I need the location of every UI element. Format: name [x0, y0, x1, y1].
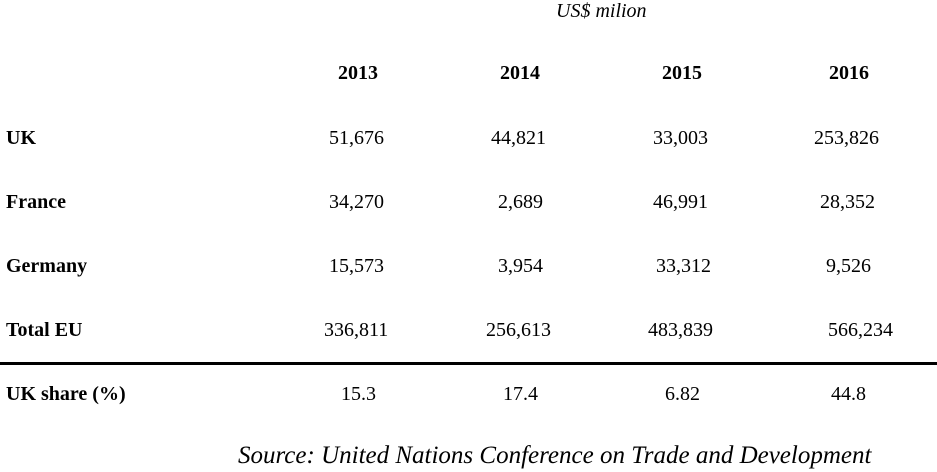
cell-germany-2016: 9,526	[826, 255, 871, 277]
year-header-2015: 2015	[662, 62, 702, 84]
unit-label: US$ milion	[556, 0, 647, 22]
row-label-total-eu: Total EU	[6, 319, 83, 341]
cell-uk-share-2013: 15.3	[341, 383, 376, 405]
cell-france-2014: 2,689	[498, 191, 543, 213]
row-label-germany: Germany	[6, 255, 88, 277]
source-note: Source: United Nations Conference on Tra…	[238, 442, 872, 469]
cell-uk-share-2015: 6.82	[665, 383, 700, 405]
cell-uk-share-2014: 17.4	[503, 383, 538, 405]
cell-total-eu-2015: 483,839	[648, 319, 713, 341]
cell-france-2016: 28,352	[820, 191, 875, 213]
cell-germany-2014: 3,954	[498, 255, 543, 277]
cell-uk-2014: 44,821	[491, 127, 546, 149]
row-label-france: France	[6, 191, 66, 213]
cell-total-eu-2014: 256,613	[486, 319, 551, 341]
row-label-uk-share: UK share (%)	[6, 383, 126, 405]
row-label-uk: UK	[6, 127, 36, 149]
year-header-2016: 2016	[829, 62, 869, 84]
year-header-2013: 2013	[338, 62, 378, 84]
cell-uk-2015: 33,003	[653, 127, 708, 149]
year-header-2014: 2014	[500, 62, 540, 84]
cell-uk-2013: 51,676	[329, 127, 384, 149]
cell-france-2013: 34,270	[329, 191, 384, 213]
table-rule	[0, 362, 937, 365]
cell-germany-2015: 33,312	[656, 255, 711, 277]
cell-uk-share-2016: 44.8	[831, 383, 866, 405]
cell-uk-2016: 253,826	[814, 127, 879, 149]
cell-france-2015: 46,991	[653, 191, 708, 213]
cell-total-eu-2013: 336,811	[324, 319, 389, 341]
cell-germany-2013: 15,573	[329, 255, 384, 277]
cell-total-eu-2016: 566,234	[828, 319, 893, 341]
